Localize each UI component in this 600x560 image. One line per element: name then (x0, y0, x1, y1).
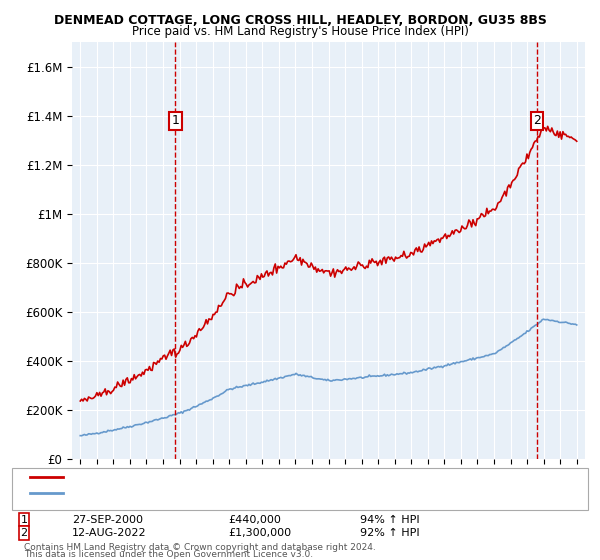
Text: This data is licensed under the Open Government Licence v3.0.: This data is licensed under the Open Gov… (24, 550, 313, 559)
Text: 2: 2 (533, 114, 541, 127)
Text: DENMEAD COTTAGE, LONG CROSS HILL, HEADLEY, BORDON, GU35 8BS (detached house: DENMEAD COTTAGE, LONG CROSS HILL, HEADLE… (69, 472, 512, 482)
Text: 2: 2 (20, 528, 28, 538)
Text: 1: 1 (20, 515, 28, 525)
Text: £440,000: £440,000 (228, 515, 281, 525)
Text: £1,300,000: £1,300,000 (228, 528, 291, 538)
Text: 1: 1 (172, 114, 179, 127)
Text: Price paid vs. HM Land Registry's House Price Index (HPI): Price paid vs. HM Land Registry's House … (131, 25, 469, 38)
Text: 92% ↑ HPI: 92% ↑ HPI (360, 528, 419, 538)
Text: 27-SEP-2000: 27-SEP-2000 (72, 515, 143, 525)
Text: 94% ↑ HPI: 94% ↑ HPI (360, 515, 419, 525)
Text: Contains HM Land Registry data © Crown copyright and database right 2024.: Contains HM Land Registry data © Crown c… (24, 543, 376, 552)
Text: DENMEAD COTTAGE, LONG CROSS HILL, HEADLEY, BORDON, GU35 8BS: DENMEAD COTTAGE, LONG CROSS HILL, HEADLE… (53, 14, 547, 27)
Text: HPI: Average price, detached house, East Hampshire: HPI: Average price, detached house, East… (69, 488, 332, 498)
Text: 12-AUG-2022: 12-AUG-2022 (72, 528, 146, 538)
